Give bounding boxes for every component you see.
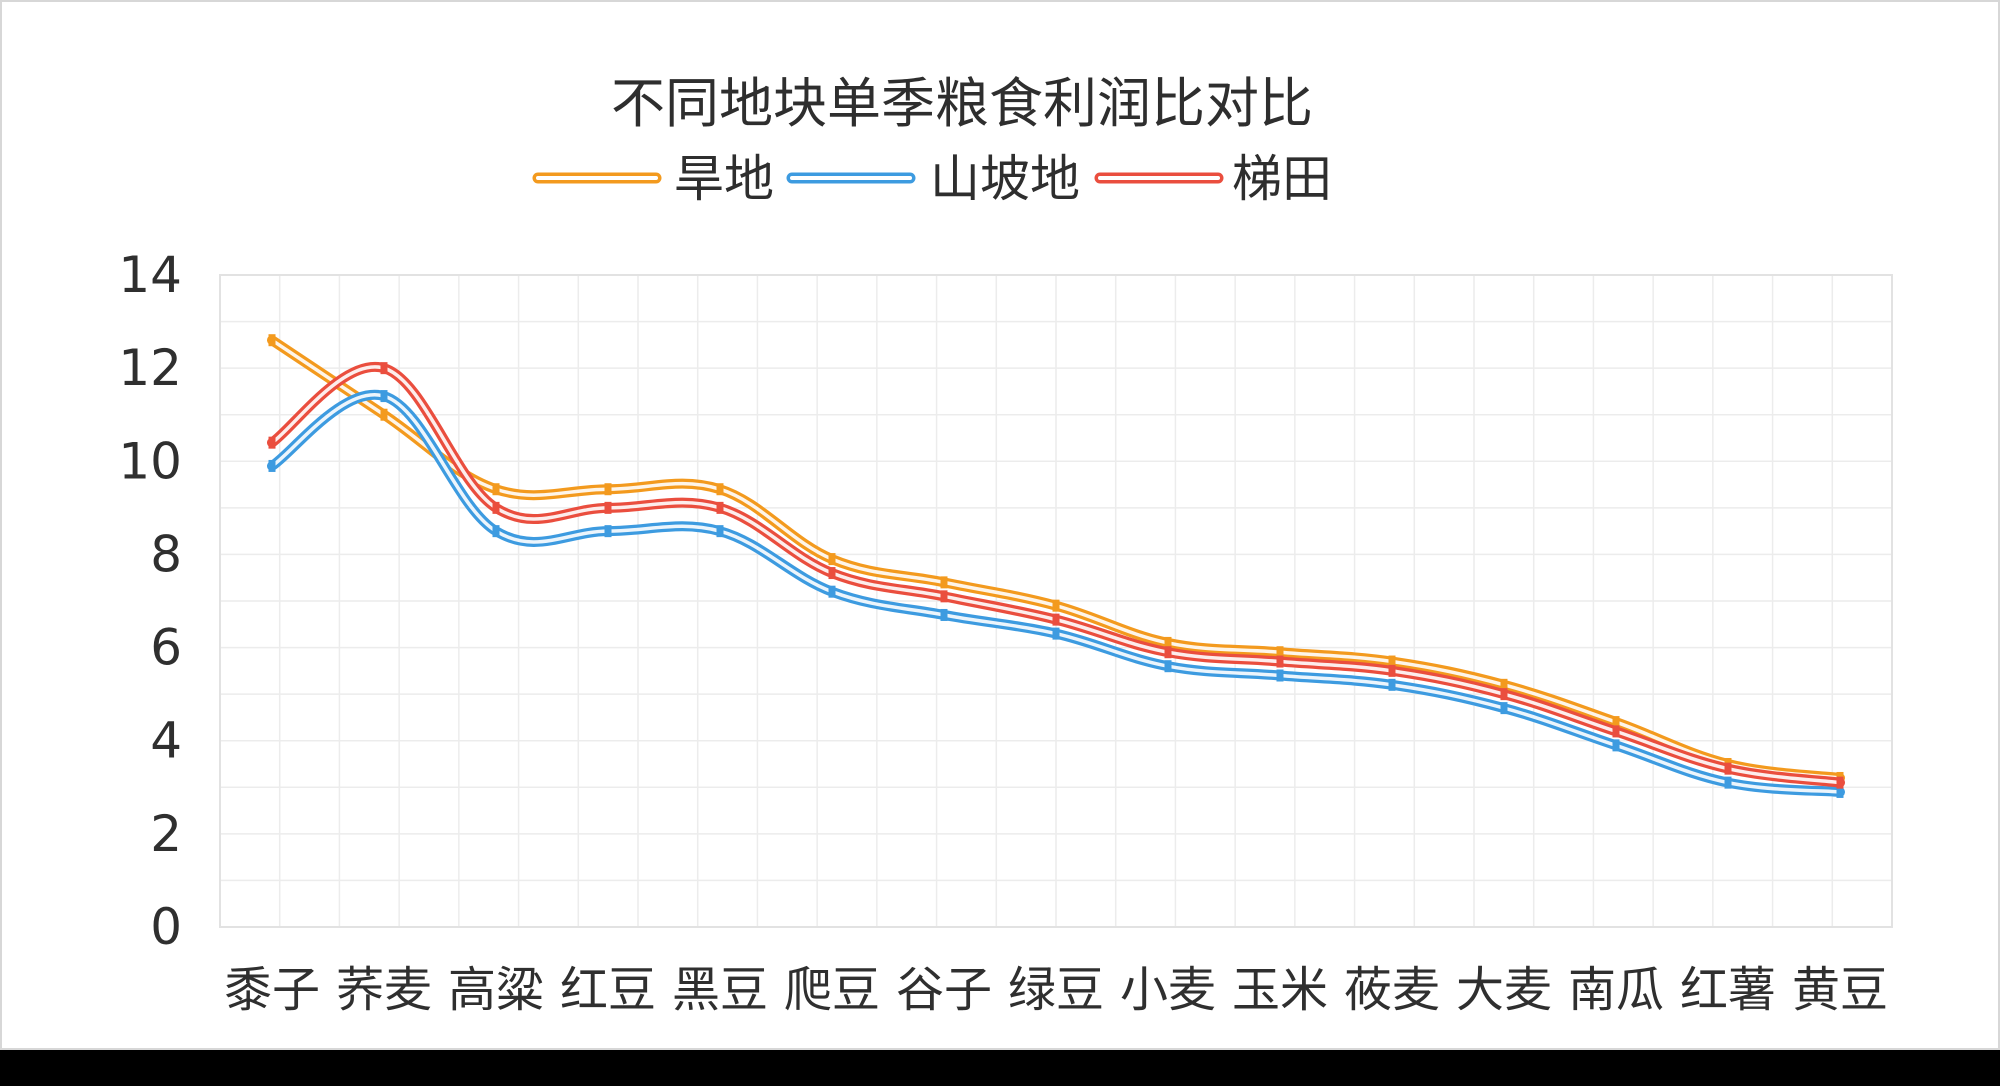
- series-line: [267, 389, 1845, 798]
- data-point: [1164, 636, 1172, 649]
- x-tick-label: 黄豆: [1792, 962, 1888, 1018]
- data-point: [1052, 613, 1060, 626]
- data-point: [1724, 762, 1732, 775]
- data-point: [940, 576, 948, 589]
- legend-label: 梯田: [1232, 150, 1332, 208]
- data-point: [1276, 655, 1284, 668]
- data-point: [604, 525, 612, 538]
- x-tick-label: 南瓜: [1568, 962, 1664, 1018]
- x-tick-label: 高粱: [448, 962, 544, 1018]
- x-tick-label: 红豆: [560, 962, 656, 1018]
- data-point: [1276, 669, 1284, 682]
- x-tick-label: 爬豆: [784, 962, 880, 1018]
- series-path-core: [270, 338, 1842, 780]
- data-point: [604, 483, 612, 496]
- data-point: [268, 436, 276, 449]
- y-tick-label: 10: [118, 432, 182, 490]
- series-line: [267, 334, 1845, 784]
- data-point: [604, 501, 612, 514]
- data-point: [940, 608, 948, 621]
- line-chart: 不同地块单季粮食利润比对比 旱地 山坡地 梯田 02468101214黍子 荞麦 高粱红…: [118, 72, 1893, 1018]
- data-point: [828, 567, 836, 580]
- axes: 0 2 4 6 8 10 12 14 黍子 荞麦 高粱 红豆 黑豆 爬豆 谷子 绿豆 小麦 玉米 莜麦 大麦 南瓜 红薯黄…: [118, 246, 1888, 1018]
- y-tick-label: 8: [150, 525, 182, 583]
- data-point: [1612, 739, 1620, 752]
- data-point: [716, 483, 724, 496]
- legend-label: 山坡地: [930, 150, 1080, 208]
- series-line: [267, 361, 1845, 789]
- x-tick-label: 绿豆: [1008, 962, 1104, 1018]
- y-tick-label: 12: [118, 339, 182, 397]
- data-point: [380, 362, 388, 375]
- data-point: [1500, 678, 1508, 691]
- x-tick-label: 小麦: [1120, 962, 1216, 1018]
- x-tick-label: 荞麦: [336, 962, 432, 1018]
- data-point: [940, 590, 948, 603]
- data-point: [716, 525, 724, 538]
- chart-title: 不同地块单季粮食利润比对比: [611, 72, 1313, 135]
- y-tick-label: 4: [150, 712, 182, 770]
- data-point: [380, 390, 388, 403]
- y-tick-label: 14: [118, 246, 182, 304]
- data-point: [268, 459, 276, 472]
- x-tick-label: 黑豆: [672, 962, 768, 1018]
- y-tick-label: 2: [150, 805, 182, 863]
- data-point: [1052, 627, 1060, 640]
- data-point: [716, 501, 724, 514]
- data-point: [1164, 660, 1172, 673]
- x-tick-label: 红薯: [1680, 962, 1776, 1018]
- plot-area: [219, 274, 1893, 928]
- data-point: [1052, 599, 1060, 612]
- data-point: [1836, 785, 1844, 798]
- legend: 旱地 山坡地 梯田: [532, 150, 1332, 208]
- data-point: [492, 501, 500, 514]
- data-point: [1836, 776, 1844, 789]
- data-point: [1612, 716, 1620, 729]
- data-point: [492, 525, 500, 538]
- legend-label: 旱地: [674, 150, 774, 208]
- data-point: [1276, 646, 1284, 659]
- data-point: [1612, 725, 1620, 738]
- data-point: [1388, 664, 1396, 677]
- data-point: [1388, 678, 1396, 691]
- data-point: [1500, 702, 1508, 715]
- data-point: [268, 334, 276, 347]
- x-tick-label: 黍子: [224, 962, 320, 1018]
- data-point: [1388, 655, 1396, 668]
- chart-card: 不同地块单季粮食利润比对比 旱地 山坡地 梯田 0 2 4 6 8 10 12 14 黍子 荞麦 高粱红…: [0, 0, 2000, 1050]
- data-point: [1724, 776, 1732, 789]
- y-tick-label: 6: [150, 619, 182, 677]
- y-tick-label: 0: [150, 898, 182, 956]
- x-tick-label: 大麦: [1456, 962, 1552, 1018]
- x-tick-label: 玉米: [1232, 962, 1328, 1018]
- x-tick-label: 谷子: [896, 962, 992, 1018]
- data-point: [828, 553, 836, 566]
- data-point: [1164, 646, 1172, 659]
- series-lines: [267, 334, 1845, 798]
- data-point: [492, 483, 500, 496]
- x-tick-label: 莜麦: [1344, 962, 1440, 1018]
- data-point: [380, 408, 388, 421]
- data-point: [828, 585, 836, 598]
- data-point: [1500, 688, 1508, 701]
- grid: [220, 275, 1892, 927]
